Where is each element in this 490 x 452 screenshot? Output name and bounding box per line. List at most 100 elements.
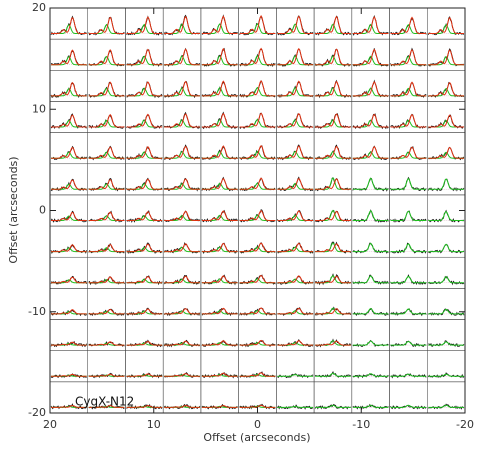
spectrum-fit [390, 81, 427, 97]
panel [87, 7, 126, 40]
spectrum-fit [51, 146, 87, 159]
spectrum-component [428, 308, 464, 315]
panel [427, 38, 466, 71]
spectrum-observed [88, 50, 125, 67]
spectrum-observed [126, 15, 163, 36]
panel [200, 70, 239, 102]
spectrum-component [428, 373, 464, 377]
spectrum-component [428, 404, 464, 408]
spectrum-fit [315, 243, 351, 253]
panel [313, 381, 353, 414]
spectrum-fit [390, 146, 427, 159]
panel [125, 288, 164, 320]
spectrum-fit [51, 276, 87, 284]
y-tick-label: -20 [28, 406, 46, 419]
spectrum-observed [163, 14, 201, 36]
panel [49, 101, 88, 133]
spectrum-fit [201, 340, 238, 346]
spectrum-fit [315, 275, 351, 284]
spectrum-fit [126, 308, 163, 315]
spectrum-observed [277, 15, 314, 36]
spectrum-component [428, 341, 464, 346]
spectrum-fit [126, 276, 163, 284]
spectrum-fit [164, 178, 200, 190]
spectrum-fit [88, 178, 125, 190]
spectrum-fit [201, 372, 238, 377]
panel [87, 288, 126, 320]
spectrum-fit [126, 243, 163, 253]
spectrum-observed [390, 81, 427, 98]
panel [49, 38, 88, 71]
spectrum-fit [277, 80, 314, 97]
spectrum-fit [201, 15, 238, 34]
spectrum-fit [315, 308, 351, 315]
spectrum-fit [88, 49, 125, 66]
spectrum-fit [126, 373, 163, 377]
spectrum-observed [164, 177, 201, 192]
spectrum-fit [126, 16, 163, 34]
spectrum-observed [163, 81, 200, 99]
panel [313, 163, 353, 196]
spectrum-observed [390, 113, 427, 130]
spectrum-fit [315, 210, 351, 221]
spectrum-fit [88, 211, 125, 221]
panel [276, 194, 315, 227]
spectrum-fit [201, 145, 238, 159]
spectrum-component [352, 404, 389, 408]
spectrum-observed [277, 210, 314, 223]
spectra-grid [49, 7, 466, 414]
panel [238, 132, 277, 165]
spectrum-observed [277, 48, 314, 67]
spectrum-component [428, 210, 464, 221]
spectrum-observed [390, 176, 427, 192]
panel [87, 194, 126, 227]
panel [427, 70, 466, 102]
spectrum-observed [50, 50, 87, 66]
panel [351, 101, 390, 133]
spectrum-fit [201, 80, 238, 97]
panel [389, 194, 428, 227]
panel [125, 256, 164, 289]
spectrum-fit [390, 49, 427, 66]
spectrum-observed [239, 79, 276, 98]
spectrum-observed [88, 341, 125, 347]
spectrum-fit [201, 177, 238, 190]
spectrum-fit [88, 243, 125, 253]
spectrum-fit [428, 114, 464, 128]
spectrum-observed [126, 242, 163, 255]
spectrum-component [352, 210, 389, 221]
spectrum-fit [164, 113, 200, 128]
panel [49, 288, 88, 320]
spectrum-fit [239, 372, 276, 377]
spectrum-component [352, 275, 389, 284]
spectrum-observed [352, 15, 389, 36]
spectrum-observed [427, 372, 465, 379]
spectrum-observed [201, 111, 238, 130]
spectrum-fit [51, 341, 87, 346]
spectrum-component [390, 373, 427, 377]
panel [313, 350, 353, 383]
panel [125, 132, 164, 165]
spectrum-fit [277, 47, 314, 66]
x-axis-label: Offset (arcseconds) [203, 431, 310, 444]
spectrum-component [315, 372, 351, 377]
spectrum-fit [239, 307, 276, 315]
spectrum-observed [126, 49, 163, 67]
spectrum-observed [277, 81, 314, 98]
spectrum-observed [126, 81, 163, 99]
spectrum-fit [277, 242, 314, 253]
spectrum-fit [352, 81, 389, 97]
spectrum-observed [88, 115, 125, 129]
panel [238, 319, 277, 351]
spectrum-fit [315, 113, 351, 128]
spectrum-fit [277, 210, 314, 221]
panel [200, 288, 239, 320]
panel [162, 319, 202, 351]
spectrum-observed [126, 114, 163, 129]
spectrum-fit [239, 339, 276, 346]
spectrum-fit [51, 49, 87, 66]
spectrum-observed [50, 15, 87, 36]
spectrum-component [390, 404, 427, 408]
spectrum-fit [126, 113, 163, 128]
